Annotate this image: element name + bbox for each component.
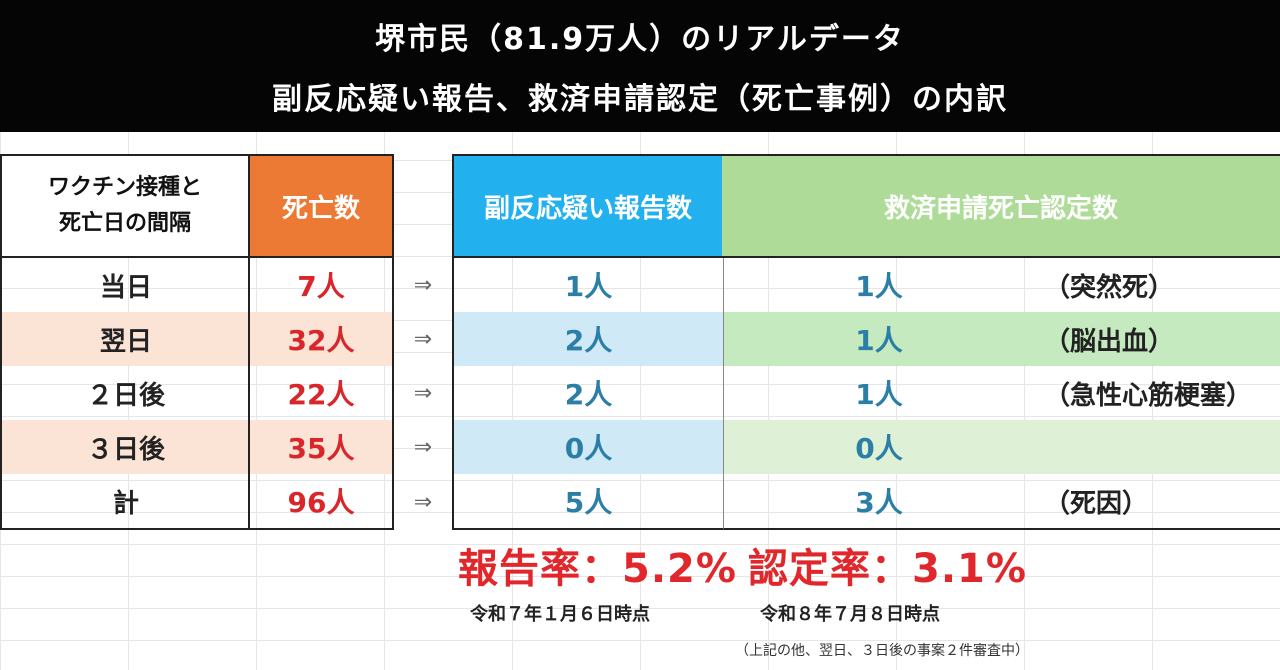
row-interval: 翌日 [0,312,250,366]
row-reports: 1人 [452,258,724,312]
arrow-icon: ⇒ [413,272,433,298]
row-interval: 当日 [0,258,250,312]
row-cause: （脳出血） [1044,326,1175,357]
row-bg-report [452,420,724,474]
row-bg-cert [724,420,1280,474]
row-deaths: 22人 [248,366,394,420]
cert-date: 令和８年７月８日時点 [760,604,940,625]
row-deaths: 96人 [248,474,394,530]
report-rate: 報告率：5.2% [458,546,737,592]
title-banner: 堺市民（81.9万人）のリアルデータ 副反応疑い報告、救済申請認定（死亡事例）の… [0,0,1280,132]
row-reports: 5人 [452,474,724,530]
header-deaths: 死亡数 [248,154,394,258]
row-cause: （突然死） [1044,272,1175,303]
cert-rate: 認定率：3.1% [748,546,1027,592]
report-date: 令和７年１月６日時点 [470,604,650,625]
footnote: （上記の他、翌日、３日後の事案２件審査中） [735,643,1029,659]
header-interval: ワクチン接種と 死亡日の間隔 [0,154,250,258]
row-deaths: 35人 [248,420,394,474]
header-certified: 救済申請死亡認定数 [722,154,1280,258]
arrow-icon: ⇒ [413,326,433,352]
row-interval: ３日後 [0,420,250,474]
row-bg-report [452,312,724,366]
row-certified: 1人 [855,270,903,303]
title-line-2: 副反応疑い報告、救済申請認定（死亡事例）の内訳 [272,82,1008,117]
arrow-icon: ⇒ [413,434,433,460]
row-cause [1034,420,1280,474]
arrow-icon: ⇒ [413,380,433,406]
row-cause: （死因） [1034,474,1280,530]
row-bg-left [0,420,394,474]
row-bg-cert [724,312,1280,366]
row-reports: 0人 [452,420,724,474]
row-certified: 1人 [855,378,903,411]
title-line-1: 堺市民（81.9万人）のリアルデータ [375,22,905,57]
row-bg-left [0,312,394,366]
row-interval: ２日後 [0,366,250,420]
row-certified: 1人 [855,324,903,357]
header-reports: 副反応疑い報告数 [452,154,724,258]
row-certified: 0人 [855,432,903,465]
row-cause: （急性心筋梗塞） [1044,380,1253,411]
row-reports: 2人 [452,312,724,366]
row-certified: 3人 [724,474,1034,530]
row-deaths: 32人 [248,312,394,366]
row-reports: 2人 [452,366,724,420]
arrow-icon: ⇒ [413,489,433,515]
row-deaths: 7人 [248,258,394,312]
row-interval: 計 [0,474,250,530]
